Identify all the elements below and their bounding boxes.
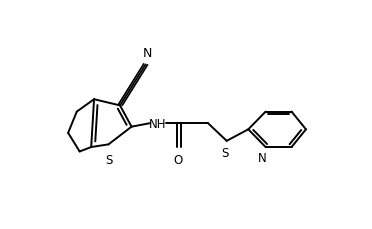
Text: O: O <box>173 154 182 166</box>
Text: N: N <box>143 47 152 60</box>
Text: S: S <box>221 147 228 159</box>
Text: N: N <box>258 152 267 165</box>
Text: S: S <box>105 154 112 166</box>
Text: NH: NH <box>149 117 166 130</box>
